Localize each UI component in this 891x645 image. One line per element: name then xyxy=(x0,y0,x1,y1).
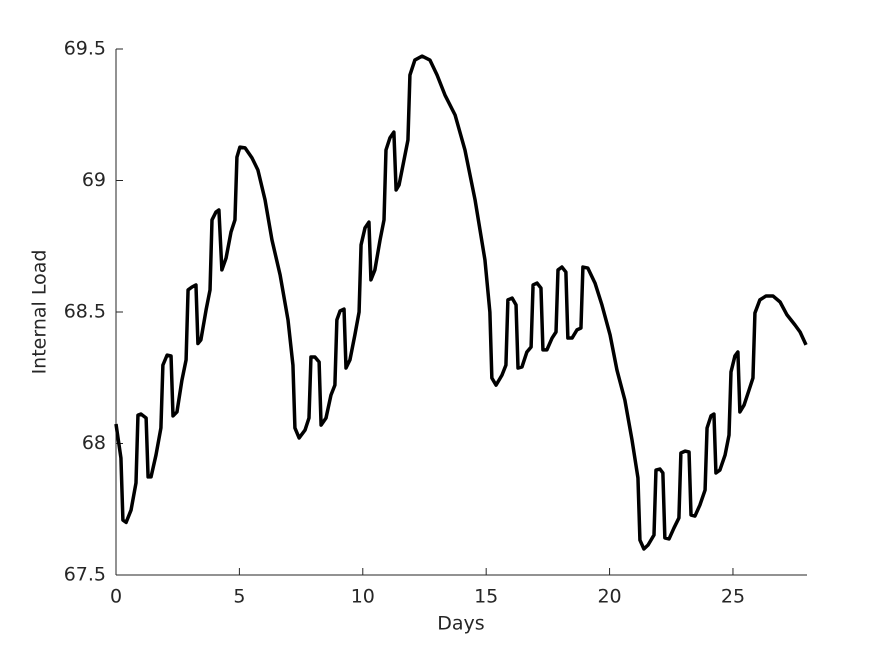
x-tick-label: 10 xyxy=(351,586,375,608)
y-axis-label: Internal Load xyxy=(29,250,51,375)
data-line xyxy=(114,54,808,551)
x-tick-label: 15 xyxy=(474,586,498,608)
y-tick-label: 68 xyxy=(82,432,106,454)
x-axis-label: Days xyxy=(437,613,484,635)
y-tick-label: 67.5 xyxy=(64,564,106,586)
x-tick-label: 0 xyxy=(110,586,122,608)
y-tick-label: 69 xyxy=(82,169,106,191)
y-tick-label: 69.5 xyxy=(64,38,106,60)
x-tick-label: 5 xyxy=(233,586,245,608)
x-tick-label: 20 xyxy=(597,586,621,608)
y-tick-label: 68.5 xyxy=(64,301,106,323)
x-tick-label: 25 xyxy=(721,586,745,608)
